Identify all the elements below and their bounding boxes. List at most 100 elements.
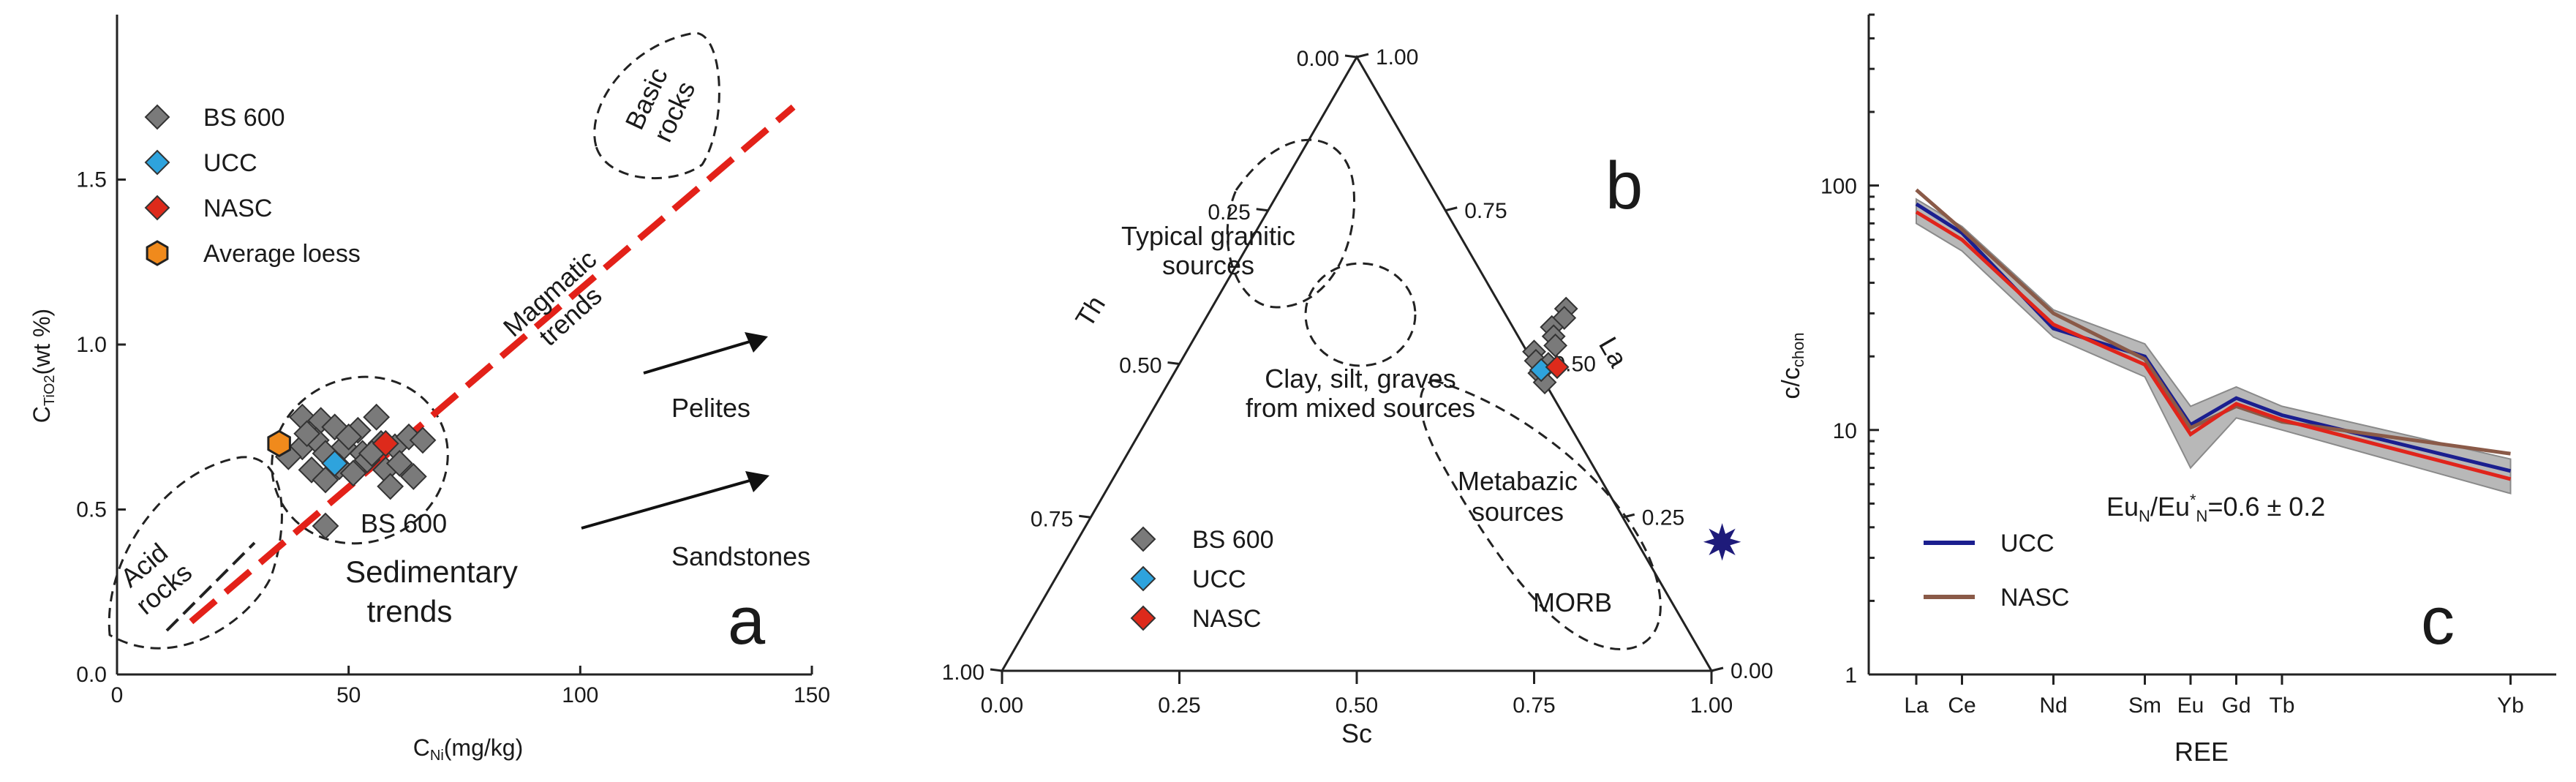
x-tick-label-c: Nd — [2039, 693, 2067, 718]
ternary-left-tick — [1256, 208, 1268, 212]
x-axis-label-c: REE — [2174, 737, 2229, 767]
point-bs-600 — [385, 449, 413, 477]
y-tick-label-c: 100 — [1820, 175, 1857, 199]
sedimentary-trends-line1: Sedimentary — [345, 554, 518, 589]
axis-label-th: Th — [1069, 290, 1111, 332]
legend-a: BS 600 UCC NASC Average loess — [144, 104, 361, 268]
point-average-loess — [267, 429, 291, 458]
ternary-left-tick-label: 0.50 — [1119, 354, 1161, 378]
panel-a-scatter: 0 50 100 150 0.0 0.5 1.0 1.5 Acidrocks Basicroc… — [29, 15, 830, 764]
y-tick-label-c: 10 — [1833, 419, 1857, 443]
ternary-right-tick-label: 0.25 — [1642, 505, 1684, 530]
sedimentary-trends-label: Sedimentary trends — [345, 554, 518, 628]
ternary-right-tick-label: 1.00 — [1376, 45, 1418, 69]
x-tick-label-c: Eu — [2177, 693, 2204, 718]
panel-c-ree: La Ce Nd Sm Eu Gd Tb Yb 1 10 100 EuN/Eu*N=0.6 ± 0.… — [1777, 13, 2556, 767]
ternary-left-tick — [1167, 361, 1180, 365]
ternary-bottom-tick-label: 0.25 — [1158, 693, 1200, 718]
magmatic-trend-line — [189, 104, 796, 625]
mixed-sources-line1: Clay, silt, graves — [1265, 364, 1455, 394]
basic-rocks-label: Basicrocks — [619, 63, 701, 147]
acid-rocks-label: Acidrocks — [110, 533, 197, 620]
point-bs-600 — [363, 403, 391, 431]
basic-rocks-field — [593, 31, 720, 179]
panel-b-ternary: 0.00 0.25 0.50 0.75 1.00 1.00 0.75 0.50 0.25 0.00… — [942, 45, 1774, 748]
sandstones-arrow — [581, 471, 769, 530]
legend-label-c: NASC — [2000, 584, 2069, 612]
legend-marker-a — [146, 240, 169, 266]
x-tick-label-c: Tb — [2269, 693, 2294, 718]
ternary-bottom-tick-label: 1.00 — [1690, 693, 1733, 718]
point-bs-600 — [409, 426, 437, 454]
ternary-right-tick — [1445, 206, 1458, 212]
y-tick-label-c: 1 — [1845, 663, 1857, 688]
ternary-right-tick — [1356, 53, 1369, 59]
y-tick-label-a: 0.5 — [76, 498, 107, 522]
ternary-left-tick — [1079, 514, 1091, 519]
metabazic-label: Metabazic sources — [1458, 466, 1578, 527]
morb-label: MORB — [1533, 587, 1612, 617]
mixed-sources-line2: from mixed sources — [1246, 393, 1475, 423]
point-ucc — [321, 449, 349, 477]
legend-c: UCC NASC — [1924, 530, 2069, 612]
point-bs-600 — [1532, 370, 1557, 395]
metabazic-field — [1419, 379, 1662, 650]
granitic-line2: sources — [1162, 250, 1254, 280]
eu-anomaly-label: EuN/Eu*N=0.6 ± 0.2 — [2106, 491, 2325, 525]
legend-label-a: Average loess — [203, 240, 361, 268]
x-axis-label-a: CNi(mg/kg) — [413, 734, 523, 764]
y-axis-label-c: c/cchon — [1777, 332, 1807, 399]
ternary-right-tick — [1711, 666, 1724, 672]
legend-label-b: UCC — [1192, 565, 1246, 593]
legend-marker-b — [1130, 565, 1156, 592]
x-tick-label-c: Yb — [2497, 693, 2524, 718]
ternary-left-tick — [1344, 54, 1357, 59]
panel-a-label: a — [728, 584, 766, 658]
ternary-left-tick-label: 1.00 — [942, 661, 984, 685]
line-nasc — [1915, 188, 2511, 456]
acid-rocks-dash-line — [165, 541, 256, 632]
granitic-label: Typical granitic sources — [1121, 221, 1295, 280]
legend-label-b: NASC — [1192, 605, 1261, 633]
point-bs-600 — [399, 462, 427, 490]
metabazic-line2: sources — [1472, 497, 1564, 527]
y-axis-label-a: CTiO2(wt %) — [29, 309, 58, 423]
granitic-line1: Typical granitic — [1121, 221, 1295, 251]
legend-label-a: BS 600 — [203, 104, 285, 132]
ternary-bottom-tick-label: 0.00 — [981, 693, 1023, 718]
y-tick-label-a: 0.0 — [76, 663, 107, 687]
pelites-label: Pelites — [671, 393, 750, 423]
ternary-left-tick-label: 0.75 — [1031, 507, 1073, 531]
legend-label-a: NASC — [203, 195, 272, 222]
granitic-field — [1226, 138, 1355, 309]
legend-label-c: UCC — [2000, 530, 2055, 557]
ternary-right-tick-label: 0.75 — [1464, 199, 1507, 223]
panel-c-label: c — [2421, 584, 2455, 658]
ternary-left-tick-label: 0.00 — [1297, 47, 1339, 71]
point-bs-600 — [335, 423, 363, 451]
bs600-field — [271, 375, 449, 545]
sedimentary-trends-line2: trends — [367, 594, 453, 628]
point-bs-600 — [293, 420, 321, 448]
mixed-sources-field — [1304, 262, 1417, 367]
point-bs-600 — [377, 473, 404, 500]
x-tick-label-a: 50 — [336, 683, 361, 707]
point-bs-600 — [1543, 333, 1568, 358]
legend-marker-b — [1130, 526, 1156, 552]
legend-marker-a — [144, 195, 170, 221]
point-nasc — [1545, 355, 1570, 380]
legend-b: BS 600 UCC NASC — [1130, 526, 1274, 633]
ternary-bottom-tick-label: 0.50 — [1336, 693, 1378, 718]
mixed-sources-label: Clay, silt, graves from mixed sources — [1246, 364, 1475, 423]
metabazic-line1: Metabazic — [1458, 466, 1578, 496]
x-tick-label-a: 100 — [562, 683, 598, 707]
acid-rocks-field — [108, 456, 283, 650]
x-tick-label-a: 0 — [111, 683, 124, 707]
legend-label-a: UCC — [203, 149, 257, 177]
bs600-field-label: BS 600 — [361, 508, 447, 538]
ternary-bottom-tick-label: 0.75 — [1513, 693, 1555, 718]
pelites-arrow — [643, 332, 768, 375]
x-tick-label-a: 150 — [794, 683, 830, 707]
legend-marker-a — [144, 104, 170, 130]
